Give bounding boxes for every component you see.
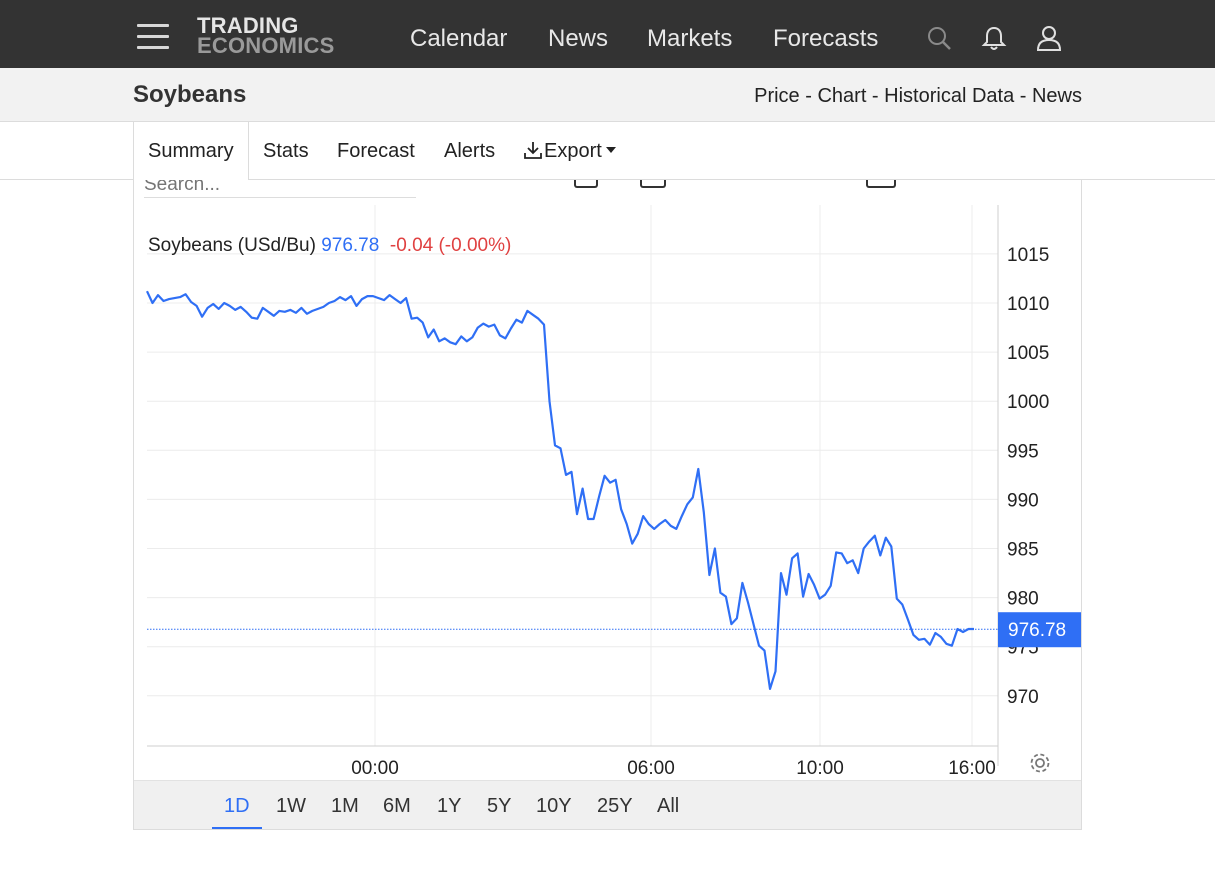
crumb-price[interactable]: Price xyxy=(754,85,800,107)
crumb-separator: - xyxy=(1014,85,1032,107)
gear-icon[interactable] xyxy=(1027,750,1053,776)
last-price-label: 976.78 xyxy=(1008,620,1066,641)
search-icon[interactable] xyxy=(926,24,952,52)
range-6m[interactable]: 6M xyxy=(383,795,411,817)
price-line xyxy=(146,290,974,690)
nav-markets[interactable]: Markets xyxy=(647,25,733,52)
y-tick-label: 1005 xyxy=(1007,343,1049,364)
page-title: Soybeans xyxy=(133,81,247,108)
chevron-down-icon xyxy=(605,146,616,153)
y-tick-label: 1000 xyxy=(1007,392,1049,413)
range-25y[interactable]: 25Y xyxy=(597,795,633,817)
range-1y[interactable]: 1Y xyxy=(437,795,462,817)
crumb-separator: - xyxy=(799,85,818,107)
chart-panel: 00:0006:0010:0016:0097097598098599099510… xyxy=(133,180,1082,830)
y-tick-label: 980 xyxy=(1007,589,1039,610)
range-1w[interactable]: 1W xyxy=(276,795,306,817)
crumb-historical-data[interactable]: Historical Data xyxy=(884,85,1015,107)
range-1d[interactable]: 1D xyxy=(224,795,250,817)
tab-stats[interactable]: Stats xyxy=(263,140,309,162)
crumb-news[interactable]: News xyxy=(1031,85,1082,107)
logo-line-2: ECONOMICS xyxy=(197,33,335,58)
tab-export[interactable]: Export xyxy=(522,122,616,180)
range-5y[interactable]: 5Y xyxy=(487,795,512,817)
bell-icon[interactable] xyxy=(981,24,1007,52)
range-all[interactable]: All xyxy=(657,795,680,817)
crumb-chart[interactable]: Chart xyxy=(817,85,867,107)
legend-series-name: Soybeans (USd/Bu) xyxy=(148,235,316,256)
logo-line-1: TRADING xyxy=(197,13,299,38)
y-tick-label: 1010 xyxy=(1007,294,1049,315)
y-tick-label: 970 xyxy=(1007,687,1039,708)
x-tick-label: 10:00 xyxy=(796,758,844,779)
breadcrumb: Price - Chart - Historical Data - News xyxy=(754,85,1082,108)
range-1m[interactable]: 1M xyxy=(331,795,359,817)
y-tick-label: 995 xyxy=(1007,441,1039,462)
tabs-bar: Summary Stats Forecast Alerts Export xyxy=(0,122,1215,181)
download-icon xyxy=(524,141,542,159)
toolbar-button[interactable] xyxy=(640,180,666,188)
symbol-search-input[interactable] xyxy=(144,180,416,198)
nav-forecasts[interactable]: Forecasts xyxy=(773,25,879,52)
chart-legend: Soybeans (USd/Bu) 976.78 -0.04 (-0.00%) xyxy=(148,235,511,257)
legend-price: 976.78 xyxy=(321,235,380,256)
y-tick-label: 1015 xyxy=(1007,245,1049,266)
tab-forecast[interactable]: Forecast xyxy=(337,140,415,162)
subheader: Soybeans Price - Chart - Historical Data… xyxy=(0,68,1215,122)
range-10y[interactable]: 10Y xyxy=(536,795,572,817)
export-label: Export xyxy=(544,140,602,162)
x-tick-label: 16:00 xyxy=(948,758,996,779)
last-price-badge xyxy=(998,612,1081,648)
tab-summary[interactable]: Summary xyxy=(133,122,249,181)
toolbar-button[interactable] xyxy=(574,180,598,188)
y-tick-label: 990 xyxy=(1007,490,1039,511)
x-tick-label: 00:00 xyxy=(351,758,399,779)
user-icon[interactable] xyxy=(1036,24,1062,52)
crumb-separator: - xyxy=(866,85,885,107)
top-navbar: TRADING ECONOMICS Calendar News Markets … xyxy=(0,0,1215,68)
price-chart[interactable]: 00:00 06:00 10:00 16:0097097598098599099510… xyxy=(134,180,1082,780)
range-selector: 1D 1W 1M 6M 1Y 5Y 10Y 25Y All xyxy=(134,780,1081,829)
menu-icon[interactable] xyxy=(137,24,169,50)
active-range-underline xyxy=(212,827,262,829)
nav-calendar[interactable]: Calendar xyxy=(410,25,508,52)
legend-change: -0.04 (-0.00%) xyxy=(389,235,512,256)
toolbar-button[interactable] xyxy=(866,180,896,188)
logo[interactable]: TRADING ECONOMICS xyxy=(197,13,335,58)
nav-news[interactable]: News xyxy=(548,25,609,52)
x-tick-label: 06:00 xyxy=(627,758,675,779)
y-tick-label: 985 xyxy=(1007,540,1039,561)
tab-alerts[interactable]: Alerts xyxy=(444,140,496,162)
